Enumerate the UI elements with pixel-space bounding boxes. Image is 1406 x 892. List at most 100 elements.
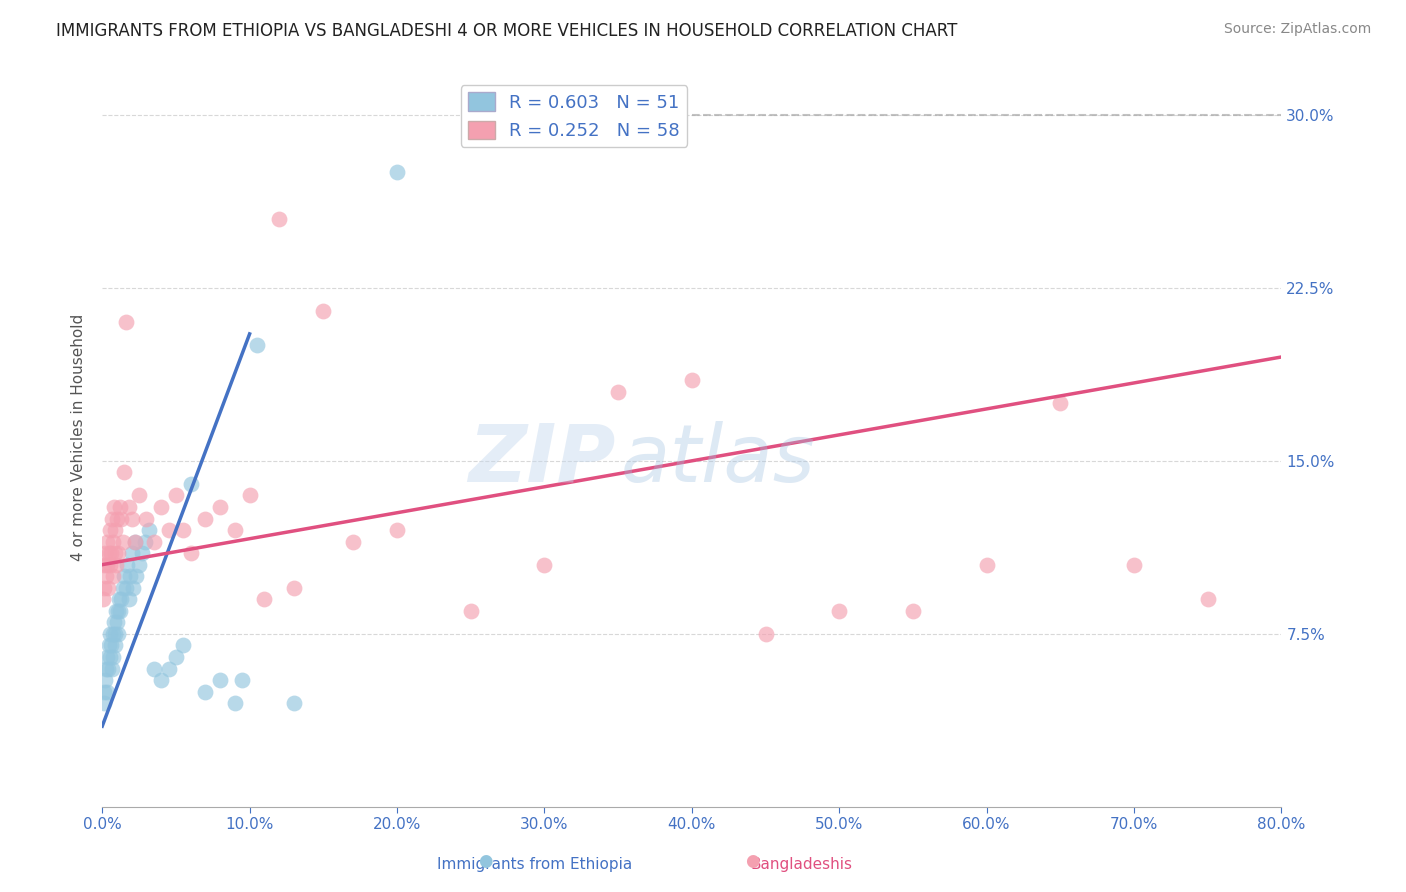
Point — [142, 661, 165, 675]
Point — [98, 558, 121, 572]
Point — [135, 511, 157, 525]
Point — [97, 639, 120, 653]
Point — [124, 534, 146, 549]
Text: Bangladeshis: Bangladeshis — [751, 857, 852, 872]
Point — [128, 558, 150, 572]
Legend: R = 0.603   N = 51, R = 0.252   N = 58: R = 0.603 N = 51, R = 0.252 N = 58 — [461, 85, 688, 147]
Point — [231, 673, 253, 687]
Point — [114, 581, 136, 595]
Point — [94, 546, 117, 560]
Text: ●: ● — [745, 852, 759, 870]
Point — [157, 661, 180, 675]
Point — [828, 604, 851, 618]
Point — [105, 511, 128, 525]
Text: atlas: atlas — [621, 421, 815, 499]
Point — [681, 373, 703, 387]
Point — [108, 592, 131, 607]
Point — [98, 523, 121, 537]
Point — [239, 488, 262, 502]
Point — [246, 338, 269, 352]
Point — [118, 592, 141, 607]
Point — [96, 534, 118, 549]
Point — [124, 534, 146, 549]
Point — [165, 650, 187, 665]
Point — [104, 546, 127, 560]
Point — [138, 523, 160, 537]
Point — [97, 546, 120, 560]
Point — [114, 315, 136, 329]
Point — [96, 684, 118, 698]
Point — [150, 500, 173, 514]
Point — [112, 569, 135, 583]
Point — [93, 581, 115, 595]
Point — [533, 558, 555, 572]
Point — [98, 627, 121, 641]
Point — [165, 488, 187, 502]
Text: ●: ● — [478, 852, 492, 870]
Point — [104, 639, 127, 653]
Point — [101, 650, 124, 665]
Point — [97, 581, 120, 595]
Point — [93, 696, 115, 710]
Point — [976, 558, 998, 572]
Point — [131, 546, 153, 560]
Point — [312, 303, 335, 318]
Point — [104, 627, 127, 641]
Point — [96, 650, 118, 665]
Point — [103, 615, 125, 630]
Text: Immigrants from Ethiopia: Immigrants from Ethiopia — [437, 857, 631, 872]
Point — [100, 639, 122, 653]
Point — [121, 546, 143, 560]
Point — [96, 558, 118, 572]
Point — [1197, 592, 1219, 607]
Point — [385, 165, 408, 179]
Point — [901, 604, 924, 618]
Point — [93, 558, 115, 572]
Point — [117, 558, 139, 572]
Point — [108, 500, 131, 514]
Point — [101, 661, 124, 675]
Point — [180, 546, 202, 560]
Point — [100, 546, 122, 560]
Point — [194, 511, 217, 525]
Point — [98, 650, 121, 665]
Point — [110, 511, 132, 525]
Point — [1123, 558, 1146, 572]
Point — [103, 627, 125, 641]
Point — [93, 684, 115, 698]
Point — [194, 684, 217, 698]
Text: Source: ZipAtlas.com: Source: ZipAtlas.com — [1223, 22, 1371, 37]
Point — [172, 639, 194, 653]
Point — [105, 604, 128, 618]
Text: ZIP: ZIP — [468, 421, 616, 499]
Point — [101, 569, 124, 583]
Point — [91, 592, 114, 607]
Point — [157, 523, 180, 537]
Point — [267, 211, 290, 226]
Point — [172, 523, 194, 537]
Point — [460, 604, 482, 618]
Point — [104, 523, 127, 537]
Point — [607, 384, 630, 399]
Point — [142, 534, 165, 549]
Point — [97, 661, 120, 675]
Point — [94, 661, 117, 675]
Point — [103, 500, 125, 514]
Point — [118, 500, 141, 514]
Point — [180, 476, 202, 491]
Point — [128, 488, 150, 502]
Point — [120, 569, 142, 583]
Point — [754, 627, 776, 641]
Point — [122, 581, 145, 595]
Point — [150, 673, 173, 687]
Point — [105, 558, 128, 572]
Point — [103, 534, 125, 549]
Point — [111, 534, 134, 549]
Point — [111, 581, 134, 595]
Point — [283, 581, 305, 595]
Point — [110, 592, 132, 607]
Point — [209, 500, 232, 514]
Point — [101, 511, 124, 525]
Point — [105, 615, 128, 630]
Point — [385, 523, 408, 537]
